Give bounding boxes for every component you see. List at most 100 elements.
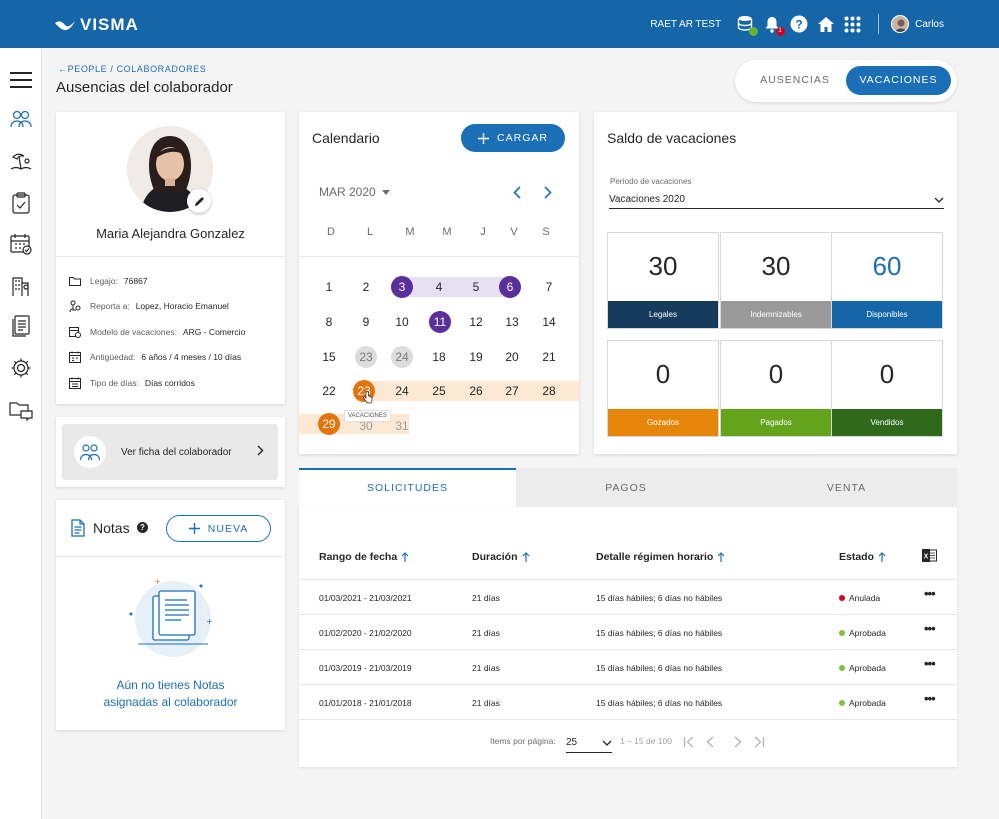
calendar-day[interactable]: 12 [469,315,483,329]
calendar-day-vacation[interactable]: 5 [472,280,480,294]
document-icon[interactable] [9,314,33,338]
notes-card: Notas ? NUEVA + + Aún no tienes Notas as… [56,500,285,730]
balance-value: 0 [655,359,671,389]
tab-pagos[interactable]: PAGOS [605,482,647,494]
calendar-day[interactable]: 9 [362,315,370,329]
period-select[interactable]: Vacaciones 2020 [609,191,944,209]
empty-notes-line-1: Aún no tienes Notas [116,678,225,692]
calendar-day-holiday[interactable]: 24 [391,346,413,368]
calendar-day-selected-range[interactable]: 28 [542,384,556,398]
excel-export-icon[interactable]: X [922,549,937,562]
info-row-antiguedad: Antigüedad: 6 años / 4 meses / 10 días [68,350,241,364]
calendar-day[interactable]: 31 [395,419,409,433]
weekday-label: D [327,226,335,238]
new-note-button[interactable]: NUEVA [166,515,271,542]
cell-detail: 15 días hábiles; 6 días no hábiles [596,593,723,603]
tab-solicitudes[interactable]: SOLICITUDES [299,468,516,507]
people-icon[interactable] [9,107,33,131]
tab-vacaciones[interactable]: VACACIONES [846,66,951,95]
calendar-day-selected[interactable]: 29 [318,413,340,435]
database-icon[interactable] [735,14,758,36]
more-options-icon[interactable]: ••• [924,586,936,601]
calendar-day-selected-range[interactable]: 27 [505,384,519,398]
calendar-day[interactable]: 13 [505,315,519,329]
divider [299,256,579,257]
prev-month-button[interactable] [510,185,524,199]
org-icon [68,299,82,313]
calendar-day[interactable]: 1 [325,280,333,294]
calendar-day-vacation[interactable]: 3 [391,276,413,298]
items-per-page-select[interactable]: 25 [566,733,612,753]
table-row[interactable]: 01/03/2021 - 21/03/2021 21 días 15 días … [299,580,957,615]
calendar-day-vacation[interactable]: 4 [435,280,443,294]
load-button[interactable]: CARGAR [461,124,565,152]
calendar-day[interactable]: 18 [432,350,446,364]
table-row[interactable]: 01/02/2020 - 21/02/2020 21 días 15 días … [299,615,957,650]
help-icon[interactable]: ? [789,14,809,34]
first-page-icon[interactable] [683,736,695,748]
info-value: 6 años / 4 meses / 10 días [141,352,242,362]
edit-photo-button[interactable] [187,189,211,213]
more-options-icon[interactable]: ••• [924,656,936,671]
calendar-day[interactable]: 10 [395,315,409,329]
table-row[interactable]: 01/01/2018 - 21/01/2018 21 días 15 días … [299,685,957,720]
calendar-day[interactable]: 2 [362,280,370,294]
table-row[interactable]: 01/03/2019 - 21/03/2019 21 días 15 días … [299,650,957,685]
calendar-day[interactable]: 20 [505,350,519,364]
month-selector[interactable]: MAR 2020 [319,185,390,199]
building-person-icon[interactable] [9,274,33,298]
breadcrumb-colaboradores[interactable]: COLABORADORES [116,64,207,74]
more-options-icon[interactable]: ••• [924,691,936,706]
column-header-range[interactable]: Rango de fecha [319,551,409,563]
view-employee-file-button[interactable]: Ver ficha del colaborador [62,424,278,480]
calendar-day-selected-range[interactable]: 25 [432,384,446,398]
clipboard-icon[interactable] [9,191,33,215]
next-month-button[interactable] [541,185,555,199]
column-header-detail[interactable]: Detalle régimen horario [596,551,725,563]
gear-icon[interactable] [9,356,33,380]
calendar-day[interactable]: 8 [325,315,333,329]
employee-photo [127,126,213,212]
calendar-day[interactable]: 15 [322,350,336,364]
calendar-day-vacation[interactable]: 6 [499,276,521,298]
calendar-day-selected-range[interactable]: 24 [395,384,409,398]
help-icon[interactable]: ? [137,522,148,533]
last-page-icon[interactable] [753,736,765,748]
more-options-icon[interactable]: ••• [924,621,936,636]
calendar-day[interactable]: 19 [469,350,483,364]
beach-icon[interactable] [9,149,33,173]
tab-venta[interactable]: VENTA [826,482,867,494]
environment-label[interactable]: RAET AR TEST [650,18,722,30]
sort-arrow-icon [717,552,725,562]
calendar-day-selected-range[interactable]: 26 [469,384,483,398]
calendar-day[interactable]: 14 [542,315,556,329]
next-page-icon[interactable] [733,736,743,748]
home-icon[interactable] [816,14,836,34]
calendar-check-icon[interactable] [9,232,33,256]
breadcrumb-people[interactable]: PEOPLE [67,64,108,74]
balance-value: 0 [879,359,895,389]
user-name[interactable]: Carlos [915,18,944,30]
calendar-day[interactable]: 22 [322,384,336,398]
status-label: Anulada [849,593,881,603]
bell-icon[interactable]: 1 [762,14,785,36]
logo-text: VISMA [80,15,139,34]
column-header-duration[interactable]: Duración [472,551,530,563]
column-header-status[interactable]: Estado [839,551,886,563]
weekday-label: V [510,226,518,238]
calendar-day-holiday[interactable]: 23 [355,346,377,368]
user-avatar[interactable] [891,15,910,33]
calendar-day-vacation[interactable]: 11 [429,311,451,333]
menu-icon[interactable] [9,68,33,92]
folder-chat-icon[interactable] [9,398,33,422]
calendar-day[interactable]: 21 [542,350,556,364]
balance-label: Gozados [608,409,718,436]
prev-page-icon[interactable] [705,736,715,748]
apps-grid-icon[interactable] [843,14,863,34]
calendar-day[interactable]: 7 [545,280,553,294]
visma-logo[interactable]: VISMA [54,14,139,36]
tab-ausencias[interactable]: AUSENCIAS [760,74,830,86]
balance-tile-vendidos: 0 Vendidos [831,340,943,437]
calendar-day-selected-range[interactable]: 30 [359,419,373,433]
back-arrow-icon[interactable]: ← [58,64,68,74]
